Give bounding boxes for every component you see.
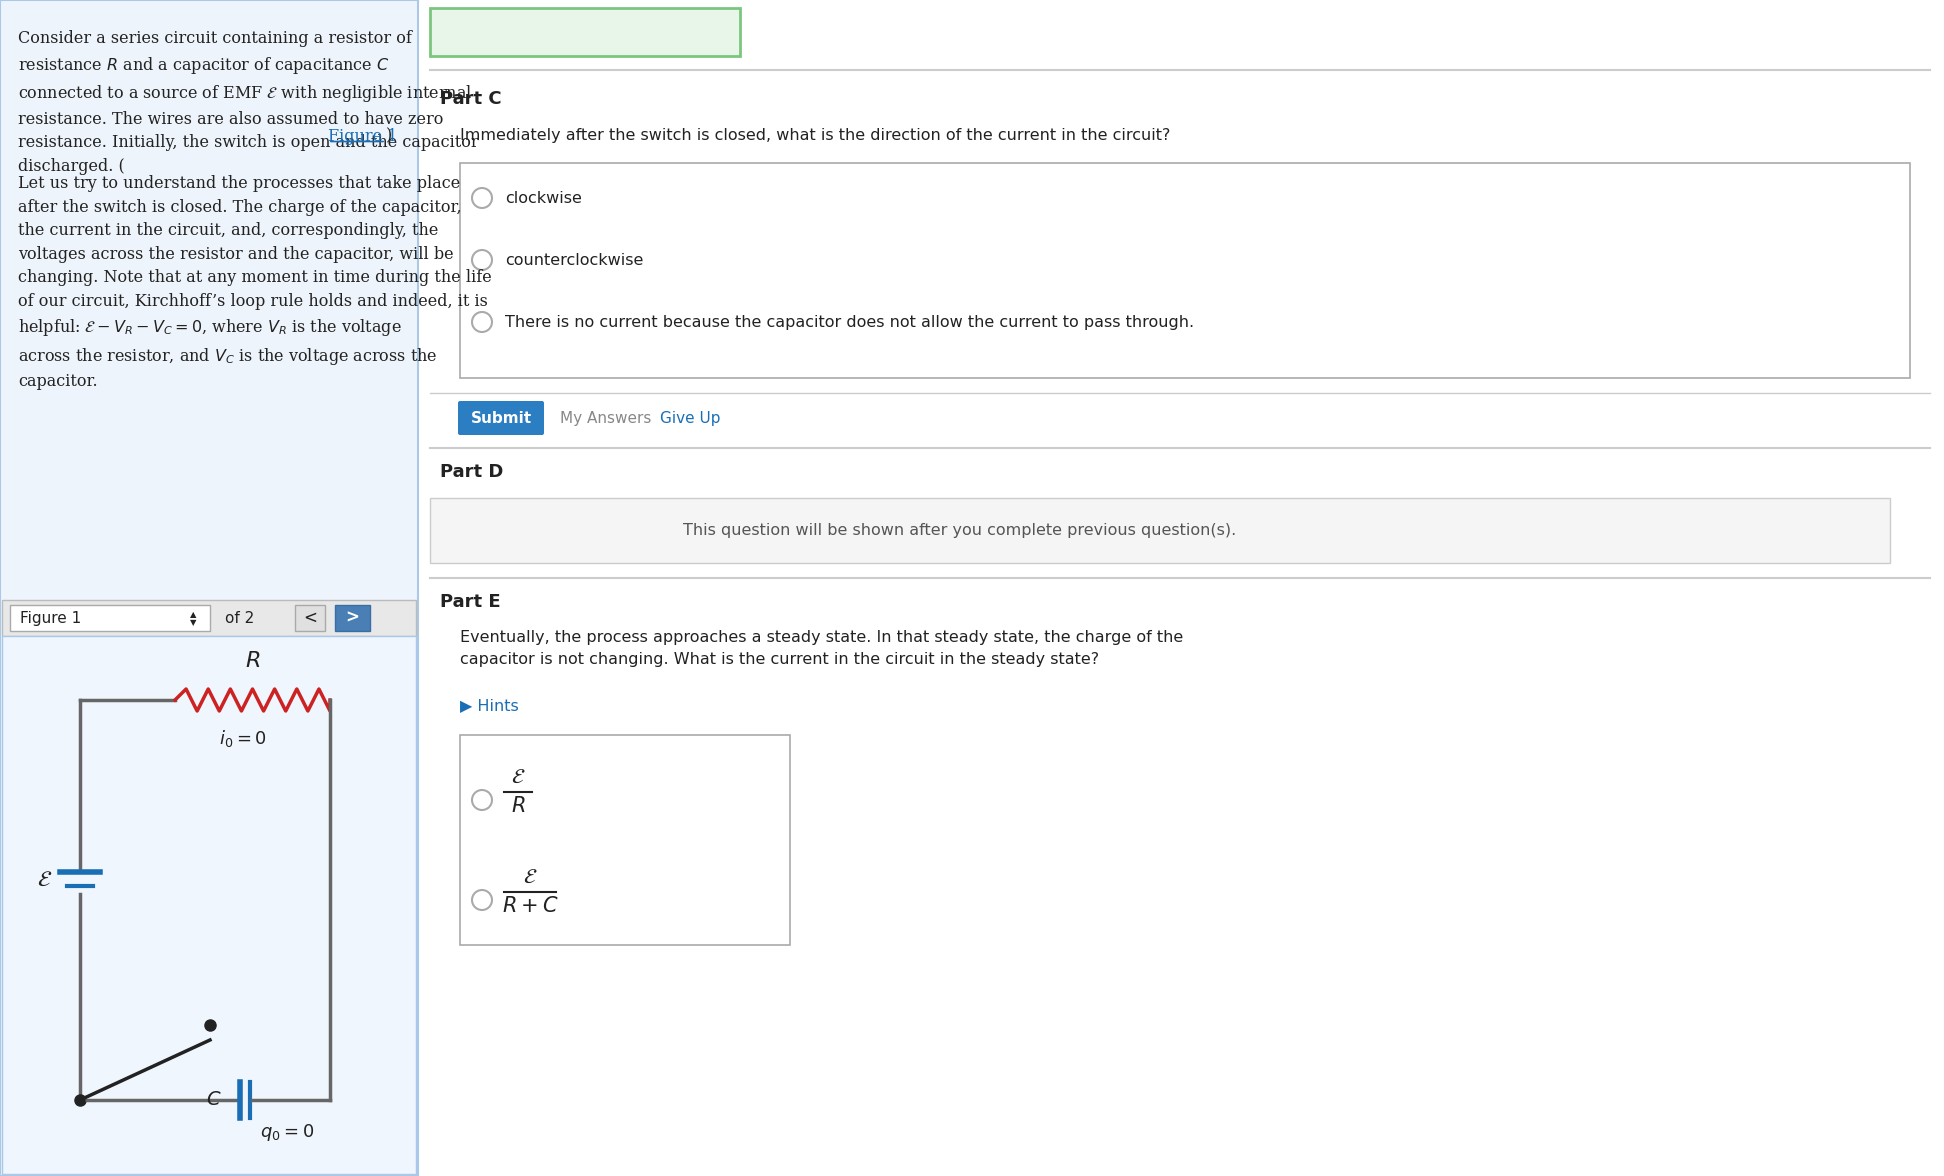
FancyBboxPatch shape: [430, 497, 1890, 563]
Text: ▶ Hints: ▶ Hints: [461, 699, 519, 713]
Text: Part D: Part D: [439, 463, 503, 481]
FancyBboxPatch shape: [2, 636, 416, 1174]
Text: $\mathcal{E}$: $\mathcal{E}$: [511, 768, 525, 787]
Text: $R$: $R$: [511, 796, 525, 816]
Text: ▼: ▼: [191, 619, 196, 628]
Text: My Answers: My Answers: [560, 410, 651, 426]
Text: $\mathcal{E}$: $\mathcal{E}$: [523, 868, 537, 887]
Text: $\mathcal{E}$: $\mathcal{E}$: [37, 869, 52, 891]
Text: $C$: $C$: [206, 1091, 222, 1109]
FancyBboxPatch shape: [461, 735, 789, 946]
FancyBboxPatch shape: [2, 600, 416, 636]
Text: ▲: ▲: [191, 610, 196, 620]
FancyBboxPatch shape: [459, 401, 544, 435]
FancyBboxPatch shape: [334, 604, 369, 632]
Text: $R+C$: $R+C$: [502, 896, 558, 916]
Text: $q_0{=}0$: $q_0{=}0$: [260, 1122, 315, 1143]
Text: ): ): [387, 127, 393, 145]
Text: clockwise: clockwise: [505, 191, 581, 206]
Text: >: >: [344, 609, 360, 627]
Text: Immediately after the switch is closed, what is the direction of the current in : Immediately after the switch is closed, …: [461, 128, 1170, 143]
Text: Give Up: Give Up: [661, 410, 721, 426]
Text: Consider a series circuit containing a resistor of
resistance $R$ and a capacito: Consider a series circuit containing a r…: [17, 31, 478, 174]
Text: This question will be shown after you complete previous question(s).: This question will be shown after you co…: [684, 522, 1236, 537]
Text: Part C: Part C: [439, 91, 502, 108]
Text: Submit: Submit: [470, 410, 531, 426]
Text: $i_0{=}0$: $i_0{=}0$: [218, 728, 266, 749]
Text: Figure 1: Figure 1: [329, 127, 397, 145]
Text: $R$: $R$: [245, 650, 260, 671]
Text: There is no current because the capacitor does not allow the current to pass thr: There is no current because the capacito…: [505, 314, 1194, 329]
Text: of 2: of 2: [226, 610, 255, 626]
Text: Part E: Part E: [439, 593, 502, 612]
Text: Let us try to understand the processes that take place
after the switch is close: Let us try to understand the processes t…: [17, 175, 492, 390]
Text: Eventually, the process approaches a steady state. In that steady state, the cha: Eventually, the process approaches a ste…: [461, 630, 1184, 667]
FancyBboxPatch shape: [0, 0, 418, 1176]
Text: Figure 1: Figure 1: [19, 610, 82, 626]
Text: <: <: [303, 609, 317, 627]
Text: counterclockwise: counterclockwise: [505, 253, 643, 267]
FancyBboxPatch shape: [461, 163, 1911, 377]
FancyBboxPatch shape: [430, 8, 741, 56]
FancyBboxPatch shape: [10, 604, 210, 632]
FancyBboxPatch shape: [295, 604, 325, 632]
